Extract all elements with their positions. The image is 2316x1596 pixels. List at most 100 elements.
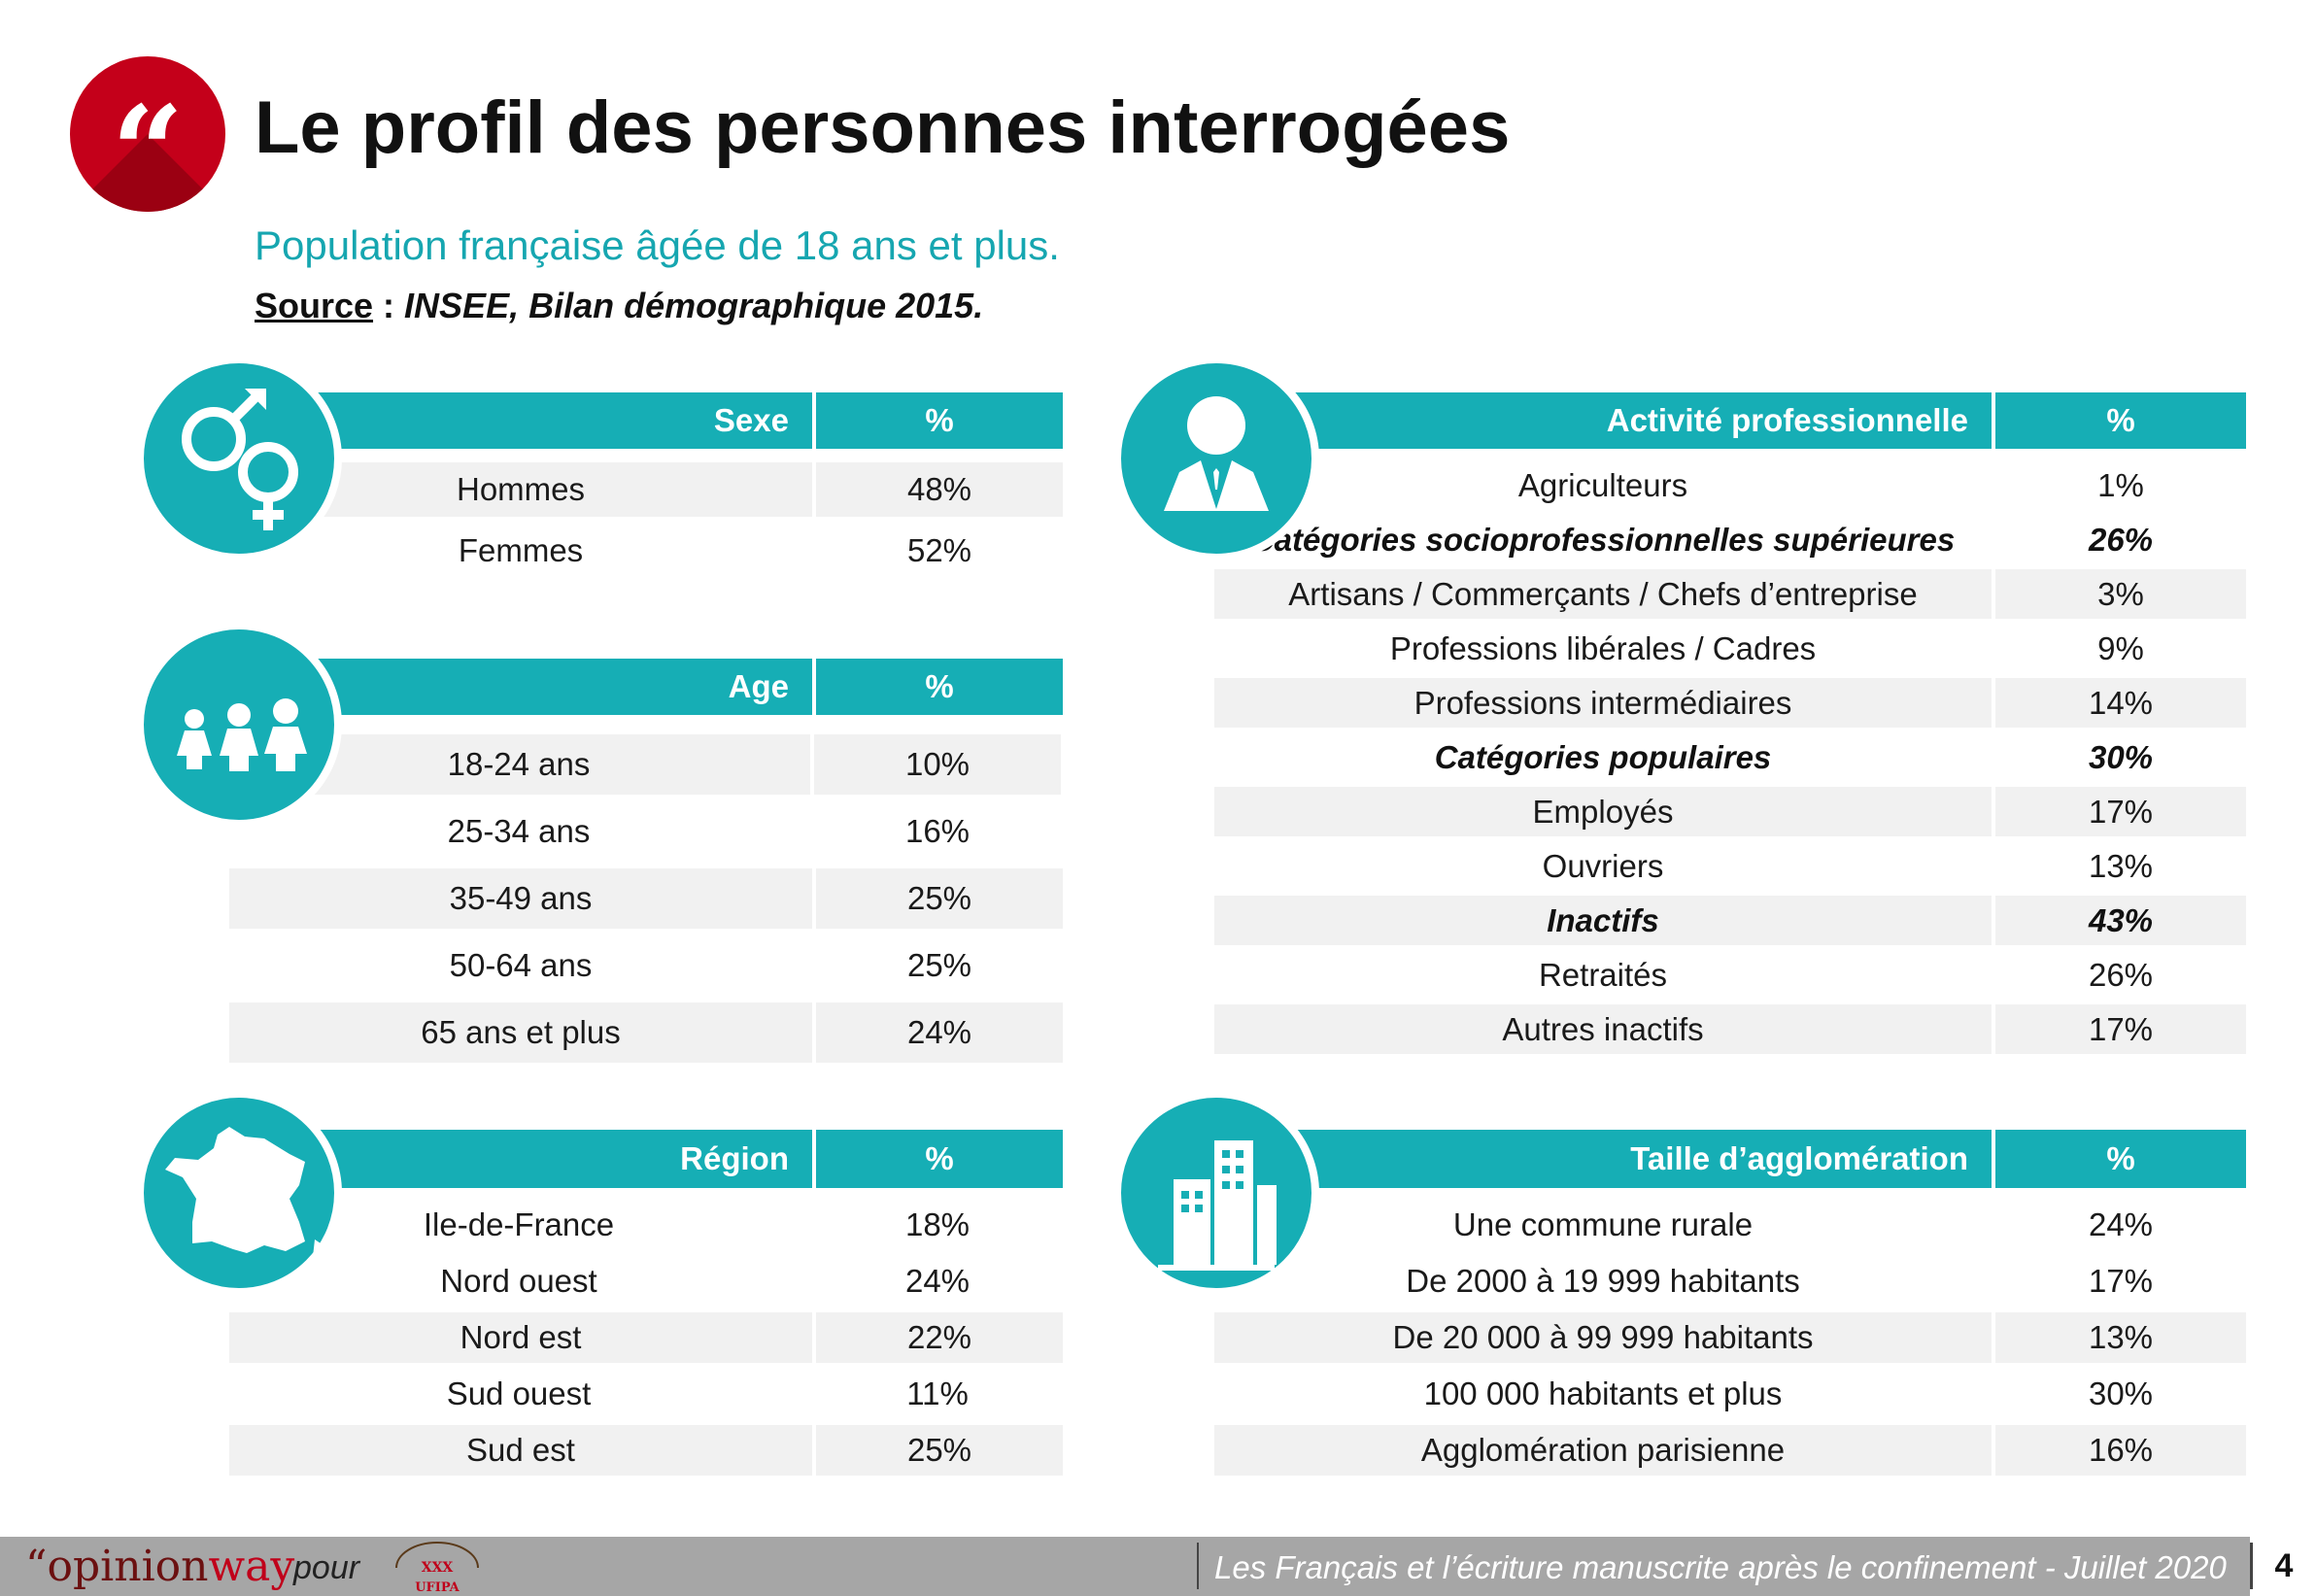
activite-row: Agriculteurs 1% bbox=[1214, 460, 2246, 510]
activite-header-pct: % bbox=[1995, 392, 2246, 449]
activite-row: Professions intermédiaires 14% bbox=[1214, 678, 2246, 728]
activite-row: Autres inactifs 17% bbox=[1214, 1004, 2246, 1054]
footer-bar bbox=[0, 1537, 2316, 1596]
activite-header-label: Activité professionnelle bbox=[1214, 392, 1992, 449]
svg-text:UFIPA: UFIPA bbox=[415, 1580, 460, 1595]
agglo-row-value: 30% bbox=[2088, 1375, 2154, 1411]
age-row-label: 25-34 ans bbox=[447, 813, 591, 849]
businessman-icon bbox=[1113, 356, 1319, 561]
region-row: Nord est 22% bbox=[229, 1312, 1063, 1363]
region-row-label: Ile-de-France bbox=[423, 1206, 615, 1242]
agglo-row: De 2000 à 19 999 habitants 17% bbox=[1214, 1256, 2246, 1307]
activite-row-value: 3% bbox=[1995, 569, 2246, 619]
sexe-row: Hommes 48% bbox=[229, 462, 1063, 517]
age-row-value: 25% bbox=[816, 868, 1063, 929]
region-row-label: Sud est bbox=[229, 1425, 812, 1476]
activite-row-label: Ouvriers bbox=[1542, 847, 1664, 884]
activite-row-value: 43% bbox=[1995, 896, 2246, 945]
activite-row-label: Retraités bbox=[1538, 956, 1668, 993]
region-row-label: Nord est bbox=[229, 1312, 812, 1363]
quote-badge: “ bbox=[70, 56, 225, 212]
region-row-value: 11% bbox=[906, 1375, 969, 1411]
activite-row-value: 14% bbox=[1995, 678, 2246, 728]
age-row-label: 50-64 ans bbox=[449, 947, 593, 983]
agglo-row-label: De 20 000 à 99 999 habitants bbox=[1214, 1312, 1992, 1363]
footer-pour: pour bbox=[293, 1549, 360, 1586]
age-row-label: 65 ans et plus bbox=[229, 1002, 812, 1063]
age-row-value: 25% bbox=[906, 947, 972, 983]
france-map-icon bbox=[136, 1090, 342, 1296]
source-value: INSEE, Bilan démographique 2015. bbox=[404, 286, 984, 325]
age-row-value: 16% bbox=[904, 813, 971, 849]
age-header-pct: % bbox=[816, 659, 1063, 715]
source-line: Source : INSEE, Bilan démographique 2015… bbox=[255, 282, 983, 330]
region-row-value: 25% bbox=[816, 1425, 1063, 1476]
region-row-value: 24% bbox=[904, 1263, 971, 1299]
age-row: 25-34 ans 16% bbox=[227, 801, 1061, 862]
activite-row-value: 17% bbox=[1995, 787, 2246, 836]
region-row: Nord ouest 24% bbox=[227, 1256, 1061, 1307]
activite-row-value: 26% bbox=[2088, 521, 2154, 558]
opinionway-logo: “opinionway bbox=[25, 1542, 295, 1591]
age-row-label: 35-49 ans bbox=[229, 868, 812, 929]
activite-row-value: 13% bbox=[2088, 847, 2154, 884]
buildings-icon bbox=[1113, 1090, 1319, 1296]
activite-header-row: Activité professionnelle% bbox=[1214, 392, 2246, 449]
sexe-header-pct: % bbox=[816, 392, 1063, 449]
activite-row-value: 26% bbox=[2088, 956, 2154, 993]
sexe-row-value: 52% bbox=[906, 532, 972, 568]
agglo-row-value: 16% bbox=[1995, 1425, 2246, 1476]
agglo-header-row: Taille d’agglomération% bbox=[1214, 1130, 2246, 1188]
activite-row-label: Agriculteurs bbox=[1517, 466, 1688, 503]
age-row-value: 10% bbox=[814, 734, 1061, 795]
activite-row-label: Professions intermédiaires bbox=[1214, 678, 1992, 728]
region-row: Ile-de-France 18% bbox=[227, 1200, 1061, 1250]
agglo-row-value: 17% bbox=[2088, 1263, 2154, 1299]
region-header-pct: % bbox=[816, 1130, 1063, 1188]
svg-text:XXX: XXX bbox=[422, 1560, 454, 1576]
source-separator: : bbox=[373, 286, 405, 325]
activite-row: Artisans / Commerçants / Chefs d’entrepr… bbox=[1214, 569, 2246, 619]
quote-icon: “ bbox=[111, 78, 185, 213]
activite-row: Retraités 26% bbox=[1214, 950, 2246, 1000]
subtitle: Population française âgée de 18 ans et p… bbox=[255, 222, 1060, 268]
age-header-row: Age% bbox=[229, 659, 1063, 715]
agglo-header-pct: % bbox=[1995, 1130, 2246, 1188]
page-number-box: 4 bbox=[2250, 1537, 2316, 1596]
activite-row-label: Employés bbox=[1214, 787, 1992, 836]
activite-row-value: 30% bbox=[2088, 738, 2154, 775]
activite-row-label: Autres inactifs bbox=[1214, 1004, 1992, 1054]
agglo-row-label: Agglomération parisienne bbox=[1214, 1425, 1992, 1476]
agglo-row: 100 000 habitants et plus 30% bbox=[1214, 1369, 2246, 1419]
age-row: 18-24 ans 10% bbox=[227, 734, 1061, 795]
activite-row-value: 9% bbox=[2097, 629, 2144, 666]
activite-row-label: Professions libérales / Cadres bbox=[1389, 629, 1817, 666]
footer-divider bbox=[1197, 1543, 1199, 1589]
page-number: 4 bbox=[2274, 1547, 2294, 1584]
age-row: 65 ans et plus 24% bbox=[229, 1002, 1063, 1063]
activite-row-value: 1% bbox=[2097, 466, 2144, 503]
activite-row-value: 17% bbox=[1995, 1004, 2246, 1054]
activite-row: Inactifs 43% bbox=[1214, 896, 2246, 945]
age-row: 50-64 ans 25% bbox=[229, 935, 1063, 996]
region-row: Sud est 25% bbox=[229, 1425, 1063, 1476]
activite-row-label: Catégories socioprofessionnelles supérie… bbox=[1250, 521, 1956, 558]
activite-row: Catégories socioprofessionnelles supérie… bbox=[1214, 515, 2246, 564]
activite-row: Catégories populaires 30% bbox=[1214, 732, 2246, 782]
activite-row-label: Inactifs bbox=[1214, 896, 1992, 945]
page-title: Le profil des personnes interrogées bbox=[255, 86, 1511, 169]
agglo-header-label: Taille d’agglomération bbox=[1214, 1130, 1992, 1188]
agglo-row: Agglomération parisienne 16% bbox=[1214, 1425, 2246, 1476]
source-label: Source bbox=[255, 286, 374, 325]
sexe-row-label: Femmes bbox=[458, 532, 584, 568]
agglo-row-label: De 2000 à 19 999 habitants bbox=[1406, 1263, 1800, 1299]
region-row-label: Nord ouest bbox=[440, 1263, 597, 1299]
activite-row: Employés 17% bbox=[1214, 787, 2246, 836]
activite-row: Ouvriers 13% bbox=[1214, 841, 2246, 891]
agglo-row-label: 100 000 habitants et plus bbox=[1423, 1375, 1783, 1411]
agglo-row: De 20 000 à 99 999 habitants 13% bbox=[1214, 1312, 2246, 1363]
footer-caption: Les Français et l’écriture manuscrite ap… bbox=[1214, 1549, 2227, 1585]
region-row-label: Sud ouest bbox=[446, 1375, 592, 1411]
age-row: 35-49 ans 25% bbox=[229, 868, 1063, 929]
agglo-row: Une commune rurale 24% bbox=[1214, 1200, 2246, 1250]
